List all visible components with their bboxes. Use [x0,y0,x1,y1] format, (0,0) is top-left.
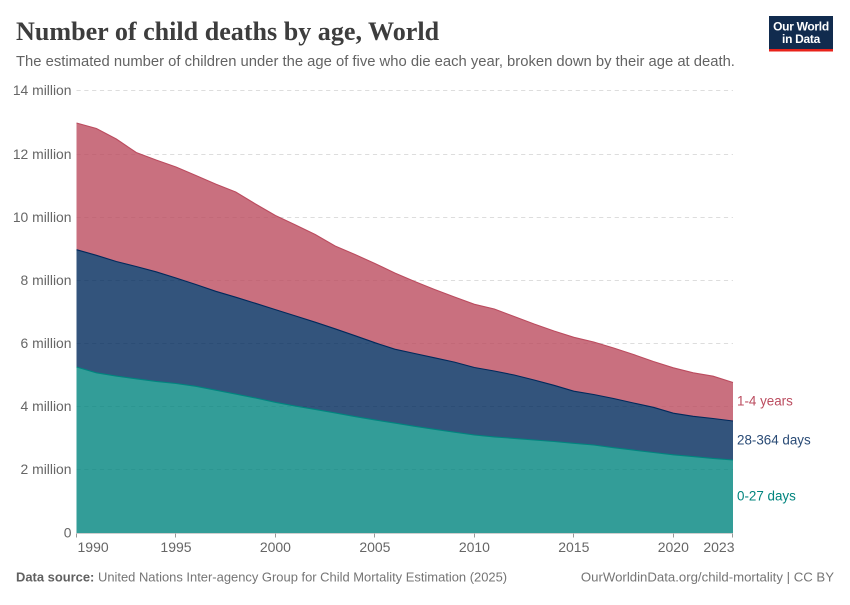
svg-text:OurWorldinData.org/child-morta: OurWorldinData.org/child-mortality | CC … [581,570,834,585]
svg-text:2000: 2000 [260,539,291,555]
svg-text:6 million: 6 million [21,335,72,351]
svg-text:14 million: 14 million [13,82,72,98]
svg-text:in Data: in Data [782,32,821,46]
svg-text:Number of child deaths by age,: Number of child deaths by age, World [16,17,440,46]
svg-text:2015: 2015 [558,539,589,555]
svg-text:28-364 days: 28-364 days [737,433,811,448]
svg-text:The estimated number of childr: The estimated number of children under t… [16,54,735,70]
svg-text:Data source: United Nations In: Data source: United Nations Inter-agency… [16,570,507,585]
svg-text:0: 0 [64,525,72,541]
svg-text:2020: 2020 [658,539,689,555]
svg-text:4 million: 4 million [21,398,72,414]
svg-text:0-27 days: 0-27 days [737,489,796,504]
svg-text:2005: 2005 [359,539,390,555]
svg-text:2 million: 2 million [21,461,72,477]
svg-text:2010: 2010 [459,539,490,555]
svg-text:1990: 1990 [78,539,109,555]
svg-text:1-4 years: 1-4 years [737,394,793,409]
svg-text:12 million: 12 million [13,146,72,162]
svg-text:8 million: 8 million [21,272,72,288]
svg-text:10 million: 10 million [13,209,72,225]
svg-text:1995: 1995 [160,539,191,555]
svg-text:Our World: Our World [773,20,829,34]
svg-text:2023: 2023 [703,539,734,555]
